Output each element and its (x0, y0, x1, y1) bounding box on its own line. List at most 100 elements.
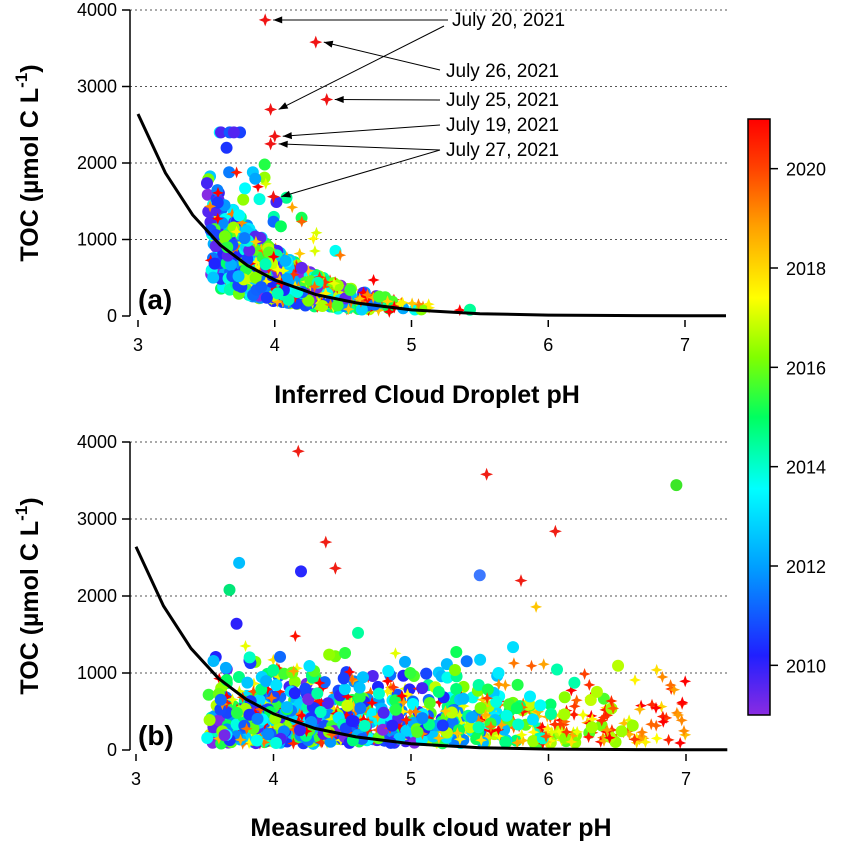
data-point-circle (258, 158, 271, 171)
data-point-circle (250, 734, 263, 747)
data-point-star (247, 677, 260, 690)
data-point-star (476, 693, 489, 706)
data-point-star (259, 177, 272, 190)
data-point-star (675, 714, 688, 727)
data-point-circle (626, 719, 639, 732)
data-point-circle (331, 299, 344, 312)
data-point-star (252, 180, 264, 193)
data-point-star (308, 245, 321, 257)
data-point-star (255, 242, 268, 255)
highlighted-point (264, 137, 278, 151)
data-point-circle (233, 209, 246, 222)
data-point-circle (299, 682, 312, 695)
annotation-arrowhead (278, 102, 289, 110)
data-point-star (271, 295, 284, 308)
data-point-star (571, 725, 584, 738)
data-point-circle (448, 663, 461, 676)
panel-b-y-tick-label: 1000 (77, 663, 117, 683)
data-point-star (367, 291, 380, 304)
data-point-circle (314, 705, 327, 718)
data-point-star (273, 273, 286, 286)
data-point-circle (507, 641, 520, 654)
highlighted-point (548, 524, 562, 538)
data-point-star (300, 725, 313, 738)
panel-a-y-tick-label: 4000 (77, 0, 117, 20)
data-point-star (211, 212, 224, 225)
panel-a-x-tick-label: 7 (680, 335, 690, 355)
data-point-circle (373, 290, 386, 303)
data-point-circle (232, 270, 245, 283)
annotation-arrow (323, 41, 441, 71)
data-point-star (655, 700, 668, 713)
highlighted-point (473, 569, 486, 582)
panel-a-x-ticks: 3 4 5 6 7 (133, 320, 690, 355)
data-point-star (313, 677, 326, 689)
highlighted-point (670, 479, 683, 492)
data-point-star (650, 663, 663, 676)
data-point-star (343, 666, 356, 678)
panel-b-points (201, 444, 692, 750)
data-point-star (371, 710, 384, 723)
panel-b-y-tick-label: 3000 (77, 509, 117, 529)
data-point-circle (416, 682, 429, 695)
data-point-star (583, 678, 596, 691)
data-point-star (347, 700, 360, 713)
data-point-circle (544, 698, 557, 711)
data-point-star (220, 690, 233, 703)
data-point-star (230, 225, 243, 238)
data-point-circle (568, 676, 581, 689)
data-point-circle (354, 702, 367, 715)
data-point-circle (247, 722, 260, 735)
data-point-star (394, 298, 407, 310)
colorbar-tick-label: 2012 (786, 557, 826, 577)
panel-b-y-ticks: 0 1000 2000 3000 4000 (77, 432, 130, 760)
data-point-circle (214, 693, 227, 706)
data-point-circle (352, 626, 365, 639)
data-point-circle (230, 617, 243, 630)
data-point-star (325, 728, 338, 741)
data-point-star (226, 693, 239, 706)
data-point-star (364, 686, 377, 699)
data-point-circle (223, 166, 236, 179)
annotation-arrowhead (282, 132, 292, 140)
data-point-circle (423, 697, 436, 710)
data-point-circle (324, 735, 337, 748)
data-point-star (629, 674, 641, 686)
data-point-star (457, 700, 470, 713)
data-point-star (621, 725, 634, 738)
highlighted-point (480, 467, 494, 481)
data-point-circle (238, 232, 251, 245)
data-point-star (679, 728, 692, 741)
data-point-star (293, 247, 306, 260)
data-point-star (204, 200, 217, 213)
highlighted-point (268, 129, 282, 143)
colorbar-tick-label: 2010 (786, 656, 826, 676)
data-point-circle (411, 725, 424, 738)
data-point-star (633, 703, 646, 716)
data-point-star (537, 658, 550, 671)
highlighted-point (291, 444, 305, 458)
data-point-circle (355, 303, 368, 316)
data-point-circle (558, 691, 571, 704)
data-point-circle (259, 258, 272, 271)
data-point-star (404, 706, 417, 718)
data-point-star (472, 714, 485, 727)
data-point-circle (200, 177, 213, 190)
data-point-star (570, 694, 583, 707)
data-point-star (287, 737, 300, 750)
panel-a-y-tick-label: 2000 (77, 153, 117, 173)
data-point-star (618, 717, 631, 730)
data-point-star (287, 268, 300, 281)
data-point-circle (450, 645, 463, 658)
data-point-star (295, 215, 308, 228)
data-point-star (287, 723, 300, 736)
data-point-star (499, 679, 512, 692)
data-point-star (481, 692, 494, 705)
data-point-star (639, 736, 652, 749)
data-point-star (548, 718, 561, 731)
data-point-star (582, 731, 595, 743)
panel-b-y-axis-title: TOC (µmol C L-1) (12, 497, 44, 694)
data-point-circle (481, 683, 494, 696)
panel-a-points (200, 13, 476, 318)
data-point-star (308, 280, 321, 293)
